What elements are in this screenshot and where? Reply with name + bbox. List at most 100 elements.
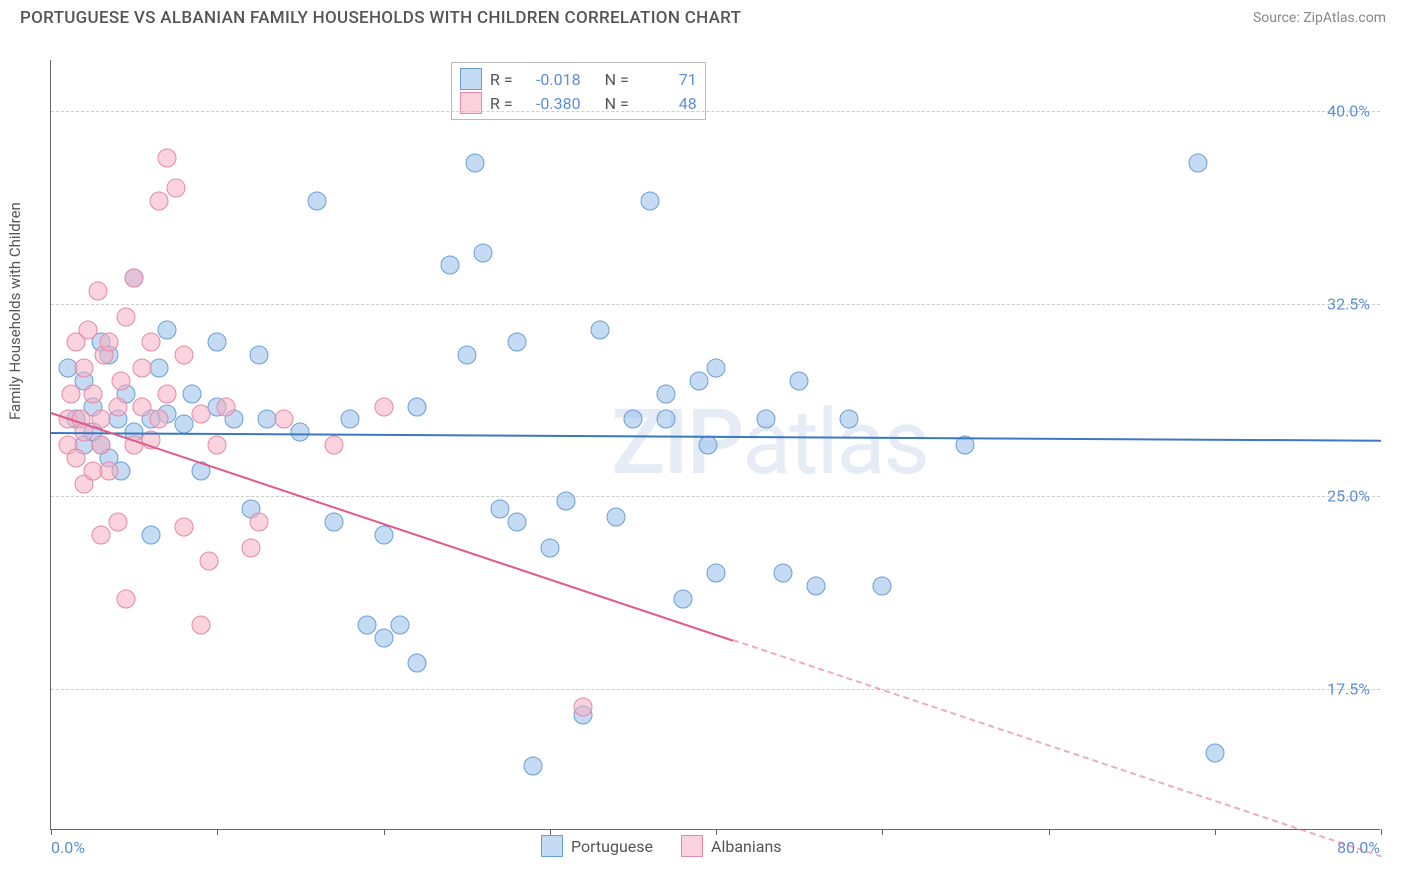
scatter-point — [75, 359, 94, 378]
scatter-point — [673, 590, 692, 609]
scatter-point — [61, 384, 80, 403]
legend-swatch-albanians-icon — [681, 835, 703, 857]
watermark: ZIPatlas — [611, 390, 928, 495]
x-tick — [716, 829, 717, 835]
y-tick-label: 17.5% — [1327, 679, 1370, 698]
scatter-point — [158, 384, 177, 403]
scatter-point — [249, 346, 268, 365]
scatter-point — [291, 423, 310, 442]
scatter-point — [133, 397, 152, 416]
scatter-point — [175, 346, 194, 365]
scatter-point — [216, 397, 235, 416]
scatter-point — [623, 410, 642, 429]
r-value-portuguese: -0.018 — [521, 70, 581, 89]
scatter-point — [208, 436, 227, 455]
scatter-point — [707, 564, 726, 583]
y-tick-label: 32.5% — [1327, 294, 1370, 313]
scatter-point — [175, 518, 194, 537]
series-legend: Portuguese Albanians — [541, 835, 782, 857]
scatter-point — [199, 551, 218, 570]
scatter-point — [133, 359, 152, 378]
scatter-point — [88, 282, 107, 301]
y-tick-label: 40.0% — [1327, 102, 1370, 121]
legend-label-portuguese: Portuguese — [571, 837, 653, 856]
plot-area: ZIPatlas R = -0.018 N = 71 R = -0.380 N … — [50, 60, 1380, 830]
scatter-point — [166, 179, 185, 198]
scatter-point — [524, 756, 543, 775]
chart-title: PORTUGUESE VS ALBANIAN FAMILY HOUSEHOLDS… — [20, 8, 741, 28]
scatter-point — [374, 628, 393, 647]
swatch-portuguese-icon — [460, 68, 482, 90]
scatter-point — [840, 410, 859, 429]
x-tick — [217, 829, 218, 835]
r-label: R = — [490, 94, 513, 113]
scatter-point — [324, 436, 343, 455]
scatter-point — [490, 500, 509, 519]
scatter-point — [191, 615, 210, 634]
scatter-point — [241, 538, 260, 557]
n-value-portuguese: 71 — [637, 70, 697, 89]
scatter-point — [324, 513, 343, 532]
scatter-point — [341, 410, 360, 429]
scatter-point — [441, 256, 460, 275]
legend-item-portuguese: Portuguese — [541, 835, 653, 857]
scatter-point — [141, 525, 160, 544]
scatter-point — [150, 359, 169, 378]
scatter-point — [707, 359, 726, 378]
scatter-point — [91, 436, 110, 455]
x-tick — [51, 829, 52, 835]
scatter-point — [698, 436, 717, 455]
scatter-point — [1189, 153, 1208, 172]
n-label: N = — [605, 94, 629, 113]
scatter-point — [150, 192, 169, 211]
legend-item-albanians: Albanians — [681, 835, 782, 857]
scatter-point — [100, 333, 119, 352]
n-value-albanians: 48 — [637, 94, 697, 113]
scatter-point — [78, 320, 97, 339]
scatter-point — [66, 448, 85, 467]
scatter-point — [158, 320, 177, 339]
gridline — [51, 689, 1380, 690]
x-tick — [1381, 829, 1382, 835]
gridline — [51, 304, 1380, 305]
legend-swatch-portuguese-icon — [541, 835, 563, 857]
scatter-point — [806, 577, 825, 596]
scatter-point — [141, 333, 160, 352]
x-tick — [882, 829, 883, 835]
r-value-albanians: -0.380 — [521, 94, 581, 113]
scatter-point — [191, 405, 210, 424]
scatter-point — [100, 461, 119, 480]
scatter-point — [357, 615, 376, 634]
scatter-point — [108, 513, 127, 532]
scatter-point — [391, 615, 410, 634]
gridline — [51, 496, 1380, 497]
scatter-point — [108, 397, 127, 416]
scatter-point — [607, 507, 626, 526]
trend-line — [732, 639, 1381, 857]
chart-header: PORTUGUESE VS ALBANIAN FAMILY HOUSEHOLDS… — [0, 0, 1406, 32]
x-tick — [550, 829, 551, 835]
scatter-point — [457, 346, 476, 365]
scatter-point — [657, 410, 676, 429]
stats-row-portuguese: R = -0.018 N = 71 — [460, 67, 697, 91]
scatter-point — [158, 148, 177, 167]
r-label: R = — [490, 70, 513, 89]
scatter-point — [111, 371, 130, 390]
scatter-point — [690, 371, 709, 390]
scatter-point — [208, 333, 227, 352]
scatter-point — [756, 410, 775, 429]
scatter-point — [507, 513, 526, 532]
scatter-point — [183, 384, 202, 403]
scatter-point — [374, 525, 393, 544]
scatter-point — [116, 590, 135, 609]
y-tick-label: 25.0% — [1327, 487, 1370, 506]
scatter-point — [474, 243, 493, 262]
scatter-point — [574, 697, 593, 716]
scatter-point — [507, 333, 526, 352]
scatter-point — [91, 525, 110, 544]
scatter-point — [465, 153, 484, 172]
scatter-point — [83, 384, 102, 403]
y-axis-label: Family Households with Children — [6, 202, 24, 420]
x-tick — [1049, 829, 1050, 835]
scatter-point — [540, 538, 559, 557]
